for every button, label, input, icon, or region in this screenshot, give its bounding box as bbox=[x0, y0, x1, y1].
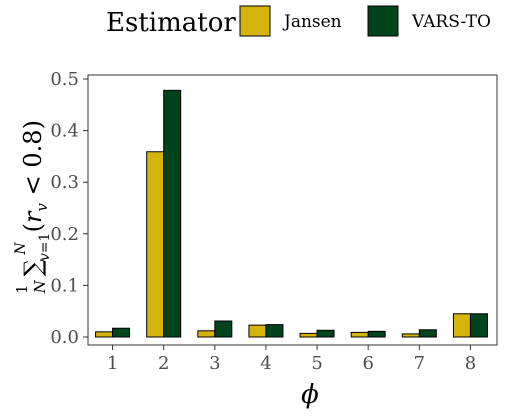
bar-vars-to-3 bbox=[214, 320, 233, 338]
bar-vars-to-5 bbox=[316, 329, 335, 338]
bar-vars-to-1 bbox=[112, 327, 131, 338]
y-tick-label: 0.2 bbox=[50, 224, 79, 245]
bar-jansen-1 bbox=[95, 331, 114, 338]
legend-label-vars-to: VARS-TO bbox=[411, 12, 491, 32]
legend-title: Estimator bbox=[106, 8, 236, 38]
x-tick-label: 2 bbox=[158, 353, 169, 374]
legend-swatch-vars-to bbox=[367, 5, 399, 37]
y-tick-label: 0.1 bbox=[50, 275, 79, 296]
bar-vars-to-4 bbox=[265, 324, 284, 338]
legend: Estimator Jansen VARS-TO bbox=[106, 5, 491, 38]
x-tick-label: 3 bbox=[209, 353, 220, 374]
x-tick-label: 6 bbox=[362, 353, 373, 374]
bar-jansen-7 bbox=[401, 333, 420, 338]
bar-jansen-2 bbox=[146, 151, 165, 338]
y-tick-label: 0.5 bbox=[50, 69, 79, 90]
bar-jansen-8 bbox=[452, 313, 471, 338]
bar-jansen-3 bbox=[197, 330, 216, 338]
bar-jansen-4 bbox=[248, 324, 267, 338]
svg-text:1N∑v=1N(rv < 0.8): 1N∑v=1N(rv < 0.8) bbox=[13, 120, 53, 294]
bar-jansen-5 bbox=[299, 332, 318, 338]
bar-vars-to-2 bbox=[163, 89, 182, 338]
x-axis-title: ϕ bbox=[301, 380, 319, 410]
y-axis-title: 1N∑v=1N(rv < 0.8) bbox=[13, 120, 53, 294]
bar-vars-to-7 bbox=[418, 329, 437, 338]
y-tick-label: 0.3 bbox=[50, 172, 79, 193]
x-tick-label: 1 bbox=[107, 353, 118, 374]
legend-label-jansen: Jansen bbox=[282, 12, 342, 32]
bar-jansen-6 bbox=[350, 331, 369, 338]
y-axis: 0.0 0.1 0.2 0.3 0.4 0.5 bbox=[50, 69, 88, 348]
legend-swatch-jansen bbox=[239, 5, 271, 37]
x-tick-label: 5 bbox=[311, 353, 322, 374]
y-tick-label: 0.0 bbox=[50, 327, 79, 348]
bar-vars-to-8 bbox=[469, 313, 488, 338]
x-tick-label: 4 bbox=[260, 353, 271, 374]
plot-panel-border bbox=[87, 74, 498, 346]
bar-vars-to-6 bbox=[367, 330, 386, 338]
bars bbox=[95, 89, 488, 338]
x-tick-label: 8 bbox=[465, 353, 476, 374]
y-tick-label: 0.4 bbox=[50, 121, 79, 142]
x-tick-label: 7 bbox=[414, 353, 425, 374]
x-axis: 1 2 3 4 5 6 7 8 bbox=[107, 345, 476, 374]
